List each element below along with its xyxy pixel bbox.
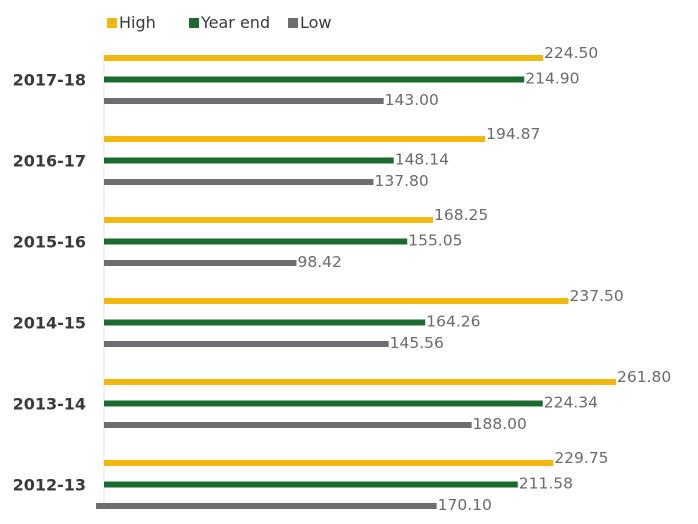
value-label-low-2012-13: 170.10 bbox=[438, 496, 492, 514]
bar-year-end-2017-18 bbox=[104, 76, 525, 83]
value-label-low-2014-15: 145.56 bbox=[390, 334, 444, 352]
value-label-high-2015-16: 168.25 bbox=[434, 206, 488, 224]
bar-high-2013-14 bbox=[104, 379, 616, 385]
bar-high-2014-15 bbox=[104, 298, 569, 304]
bar-year-end-2014-15 bbox=[104, 319, 426, 326]
bar-year-end-2015-16 bbox=[104, 238, 408, 245]
bar-low-2013-14 bbox=[104, 422, 472, 428]
legend-label-year-end: Year end bbox=[200, 13, 270, 32]
bar-low-2015-16 bbox=[104, 260, 297, 266]
value-label-low-2015-16: 98.42 bbox=[297, 253, 341, 271]
category-label-2014-15: 2014-15 bbox=[13, 314, 86, 333]
value-labels: 224.50 214.90 143.00 194.87 148.14 137.80 168.… bbox=[297, 44, 671, 514]
bar-high-2017-18 bbox=[104, 55, 544, 61]
value-label-high-2017-18: 224.50 bbox=[544, 44, 598, 62]
category-label-2016-17: 2016-17 bbox=[13, 152, 86, 171]
value-label-high-2012-13: 229.75 bbox=[554, 449, 608, 467]
value-label-year-end-2015-16: 155.05 bbox=[408, 232, 462, 250]
value-label-year-end-2017-18: 214.90 bbox=[525, 70, 579, 88]
bar-year-end-2016-17 bbox=[104, 157, 394, 164]
bar-high-2016-17 bbox=[104, 136, 486, 142]
legend: High Year end Low bbox=[107, 13, 332, 32]
category-label-2012-13: 2012-13 bbox=[13, 476, 86, 495]
value-label-year-end-2012-13: 211.58 bbox=[519, 475, 573, 493]
value-label-low-2017-18: 143.00 bbox=[385, 91, 439, 109]
category-labels: 2017-18 2016-17 2015-16 2014-15 2013-14 2012-… bbox=[13, 71, 86, 495]
category-label-2013-14: 2013-14 bbox=[13, 395, 86, 414]
value-label-high-2016-17: 194.87 bbox=[486, 125, 540, 143]
value-label-high-2013-14: 261.80 bbox=[617, 368, 671, 386]
bar-year-end-2012-13 bbox=[104, 481, 518, 488]
bar-low-2012-13 bbox=[96, 503, 437, 509]
bar-low-2017-18 bbox=[104, 98, 384, 104]
bar-low-2014-15 bbox=[104, 341, 389, 347]
value-label-year-end-2013-14: 224.34 bbox=[544, 394, 598, 412]
value-label-low-2013-14: 188.00 bbox=[473, 415, 527, 433]
bar-low-2016-17 bbox=[104, 179, 374, 185]
value-label-year-end-2016-17: 148.14 bbox=[395, 151, 449, 169]
bar-high-2015-16 bbox=[104, 217, 434, 223]
bars bbox=[96, 55, 616, 509]
legend-swatch-low bbox=[288, 18, 298, 28]
value-label-year-end-2014-15: 164.26 bbox=[426, 313, 480, 331]
value-label-low-2016-17: 137.80 bbox=[374, 172, 428, 190]
category-label-2017-18: 2017-18 bbox=[13, 71, 86, 90]
legend-label-low: Low bbox=[300, 13, 332, 32]
value-label-high-2014-15: 237.50 bbox=[569, 287, 623, 305]
legend-label-high: High bbox=[119, 13, 156, 32]
legend-swatch-high bbox=[107, 18, 117, 28]
category-label-2015-16: 2015-16 bbox=[13, 233, 86, 252]
bar-high-2012-13 bbox=[104, 460, 554, 466]
legend-swatch-year-end bbox=[189, 18, 199, 28]
bar-year-end-2013-14 bbox=[104, 400, 543, 407]
